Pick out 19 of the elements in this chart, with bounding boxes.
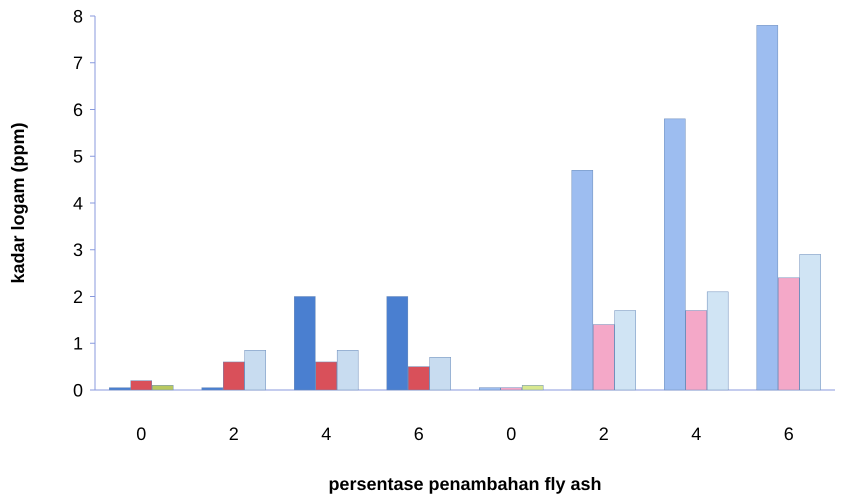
y-tick-label: 5 <box>72 146 83 167</box>
x-tick-label: 4 <box>691 424 702 444</box>
y-axis-title: kadar logam (ppm) <box>8 122 28 284</box>
x-tick-label: 0 <box>136 424 146 444</box>
y-tick-label: 8 <box>72 6 83 26</box>
y-tick-label: 6 <box>72 100 83 120</box>
y-tick-label: 4 <box>72 193 83 214</box>
x-tick-label: 4 <box>321 424 332 444</box>
y-tick-label: 3 <box>72 240 83 260</box>
y-tick-label: 2 <box>72 286 83 307</box>
y-tick-label: 1 <box>72 334 83 354</box>
x-axis-title: persentase penambahan fly ash <box>328 474 602 494</box>
x-tick-label: 0 <box>506 424 516 444</box>
x-tick-label: 2 <box>598 424 609 444</box>
y-tick-label: 7 <box>72 53 83 74</box>
x-tick-label: 6 <box>414 424 424 444</box>
x-tick-label: 2 <box>228 424 239 444</box>
y-tick-label: 0 <box>72 380 83 400</box>
x-tick-label: 6 <box>784 424 794 444</box>
